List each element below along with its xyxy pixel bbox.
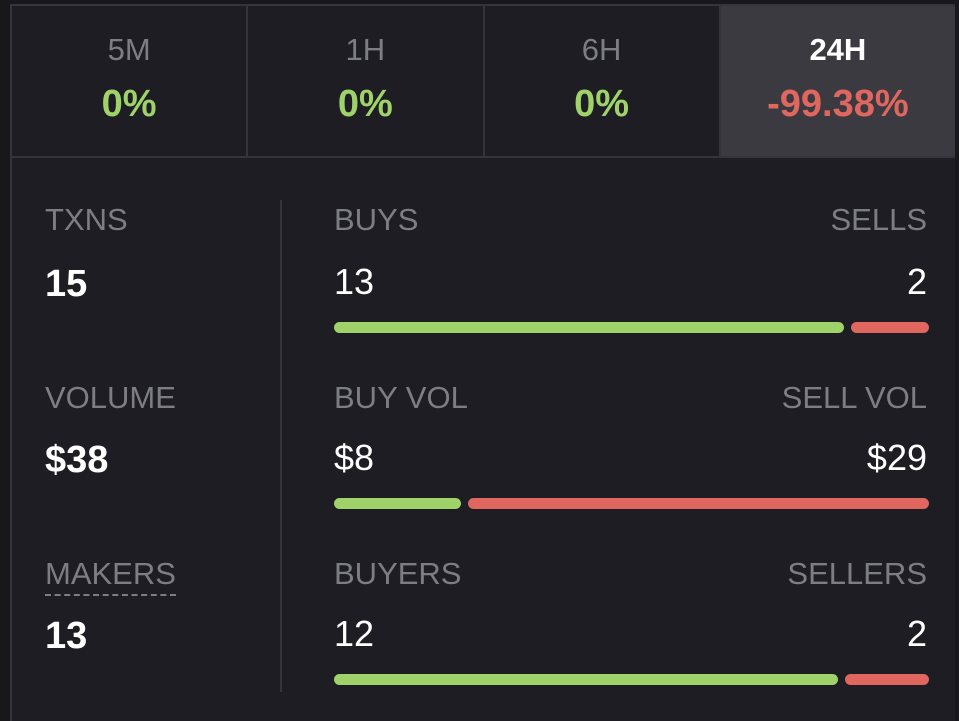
volume-bar — [334, 498, 929, 509]
volume-value: $38 — [45, 439, 109, 481]
column-divider — [280, 200, 282, 692]
makers-value: 13 — [45, 615, 88, 657]
buys-bar-segment — [334, 322, 844, 333]
sellers-label: SELLERS — [787, 556, 927, 591]
buys-sells-bar — [334, 322, 929, 333]
price-change-value: 0% — [337, 83, 393, 125]
buyers-label: BUYERS — [334, 556, 462, 591]
buys-value: 13 — [334, 261, 375, 302]
sells-label: SELLS — [830, 202, 927, 237]
tab-5m[interactable]: 5M 0% — [12, 6, 249, 156]
buyers-value: 12 — [334, 613, 375, 654]
tab-label: 6H — [581, 32, 622, 67]
volume-label: VOLUME — [45, 380, 176, 415]
sellers-bar-segment — [844, 674, 929, 685]
tab-label: 24H — [809, 32, 867, 67]
token-stats-panel: 5M 0% 1H 0% 6H 0% 24H -99.38% TXNS 15 VO… — [10, 4, 955, 721]
tab-1h[interactable]: 1H 0% — [248, 6, 485, 156]
buyers-bar-segment — [334, 674, 838, 685]
buy-vol-bar-segment — [334, 498, 461, 509]
makers-label[interactable]: MAKERS — [45, 556, 176, 596]
txns-value: 15 — [45, 263, 88, 305]
sells-value: 2 — [906, 261, 927, 302]
price-change-value: 0% — [101, 83, 157, 125]
timeframe-tabs: 5M 0% 1H 0% 6H 0% 24H -99.38% — [12, 6, 955, 158]
buy-vol-value: $8 — [334, 437, 375, 478]
tab-24h[interactable]: 24H -99.38% — [720, 6, 955, 156]
txns-label: TXNS — [45, 202, 128, 237]
buy-vol-label: BUY VOL — [334, 380, 468, 415]
price-change-value: -99.38% — [767, 83, 909, 125]
price-change-value: 0% — [574, 83, 630, 125]
sell-vol-bar-segment — [468, 498, 929, 509]
tab-label: 1H — [345, 32, 386, 67]
stats-body: TXNS 15 VOLUME $38 MAKERS 13 BUYS SELLS … — [12, 158, 955, 718]
sell-vol-label: SELL VOL — [781, 380, 927, 415]
sellers-value: 2 — [906, 613, 927, 654]
tab-6h[interactable]: 6H 0% — [485, 6, 721, 156]
tab-label: 5M — [107, 32, 151, 67]
buyers-sellers-bar — [334, 674, 929, 685]
sell-vol-value: $29 — [866, 437, 927, 478]
buys-label: BUYS — [334, 202, 419, 237]
sells-bar-segment — [850, 322, 929, 333]
